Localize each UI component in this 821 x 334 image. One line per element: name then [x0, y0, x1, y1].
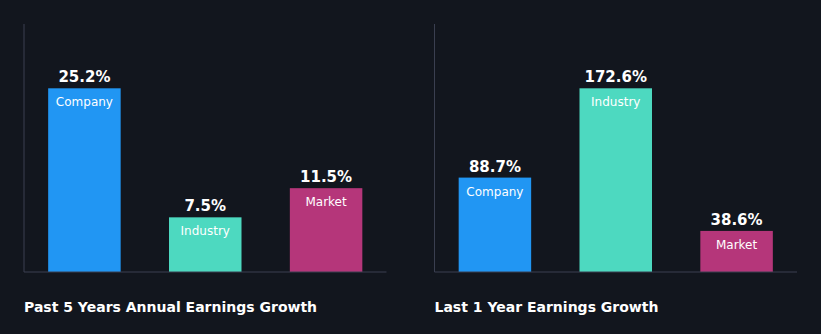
category-label: Market — [716, 238, 758, 252]
value-label: 25.2% — [58, 68, 110, 86]
y-axis-line — [434, 24, 435, 272]
labels: 25.2% Company 7.5% Industry 11.5% Market — [56, 68, 352, 238]
value-label: 7.5% — [184, 197, 226, 215]
bar — [700, 231, 773, 272]
category-label: Industry — [181, 224, 230, 238]
chart-svg: 25.2% Company 7.5% Industry 11.5% Market Past … — [0, 0, 821, 334]
value-label: 38.6% — [711, 211, 763, 229]
x-axis-line — [24, 272, 387, 273]
category-label: Industry — [591, 95, 640, 109]
x-axis-line — [435, 272, 798, 273]
panel: 88.7% Company 172.6% Industry 38.6% Market Las… — [435, 24, 798, 315]
chart-title: Past 5 Years Annual Earnings Growth — [24, 299, 317, 315]
bar — [580, 88, 653, 272]
y-axis-line — [24, 24, 25, 272]
value-label: 88.7% — [469, 158, 521, 176]
bar — [169, 217, 242, 272]
bar — [290, 188, 363, 272]
bars — [459, 88, 773, 272]
category-label: Company — [56, 95, 113, 109]
bar — [48, 88, 121, 272]
labels: 88.7% Company 172.6% Industry 38.6% Market — [466, 68, 762, 252]
value-label: 172.6% — [585, 68, 647, 86]
category-label: Market — [305, 195, 347, 209]
value-label: 11.5% — [300, 168, 352, 186]
panel: 25.2% Company 7.5% Industry 11.5% Market Past … — [24, 24, 387, 315]
bar — [459, 178, 531, 272]
category-label: Company — [466, 185, 523, 199]
bars — [48, 88, 362, 272]
chart-title: Last 1 Year Earnings Growth — [435, 299, 659, 315]
chart-root: 25.2% Company 7.5% Industry 11.5% Market Past … — [0, 0, 821, 334]
